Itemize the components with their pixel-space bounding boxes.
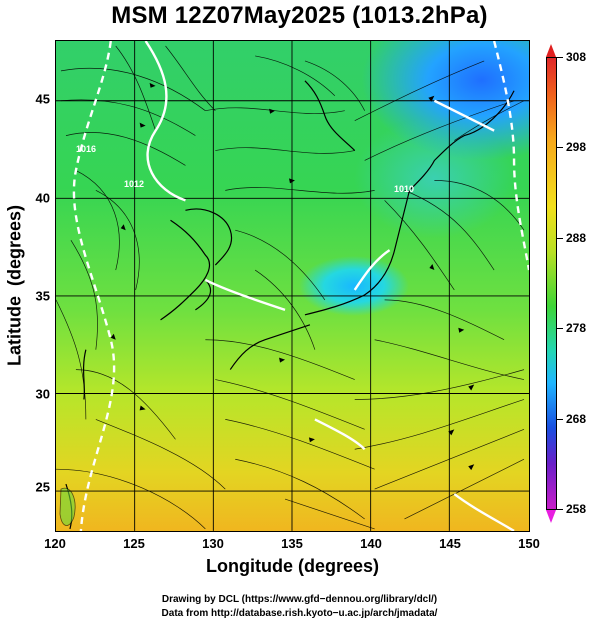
- contour-label-1010: 1010: [394, 184, 415, 194]
- credit-drawing: Drawing by DCL (https://www.gfd−dennou.o…: [161, 594, 438, 605]
- y-axis-label: Latitude (degrees): [4, 204, 25, 367]
- streamlines: [56, 45, 525, 530]
- x-axis-label: Longitude (degrees): [205, 556, 379, 576]
- x-tick-label: 135: [281, 536, 303, 551]
- colorbar-min-triangle: [546, 510, 556, 523]
- isobars: [72, 41, 529, 531]
- colorbar-label: 298: [566, 140, 587, 154]
- colorbar-label: 308: [566, 50, 587, 64]
- credit-data: Data from http://database.rish.kyoto−u.a…: [161, 608, 438, 619]
- contour-label-1016: 1016: [76, 144, 97, 154]
- y-tick-label: 30: [35, 386, 50, 402]
- x-tick-label: 120: [44, 536, 66, 551]
- y-tick-label: 40: [35, 190, 50, 206]
- map-plot-area: 1016 1012 1010: [55, 40, 530, 532]
- contour-label-1012: 1012: [124, 179, 145, 189]
- colorbar-label: 278: [566, 321, 587, 335]
- lat-lon-grid: [56, 41, 529, 531]
- x-tick-label: 140: [360, 536, 382, 551]
- y-tick-label: 45: [35, 91, 50, 107]
- y-tick-label: 35: [35, 288, 50, 304]
- map-overlay: [56, 41, 529, 531]
- x-tick-label: 145: [439, 536, 461, 551]
- colorbar-label: 288: [566, 231, 587, 245]
- coastlines: [65, 80, 515, 530]
- colorbar-label: 268: [566, 412, 587, 426]
- colorbar: [546, 57, 557, 510]
- x-tick-label: 125: [123, 536, 145, 551]
- colorbar-label: 258: [566, 502, 587, 516]
- x-tick-label: 130: [202, 536, 224, 551]
- colorbar-max-triangle: [546, 44, 556, 57]
- x-tick-label: 150: [518, 536, 540, 551]
- y-tick-label: 25: [35, 479, 50, 495]
- map-title: MSM 12Z07May2025 (1013.2hPa): [111, 2, 488, 29]
- flow-arrows: [110, 82, 475, 471]
